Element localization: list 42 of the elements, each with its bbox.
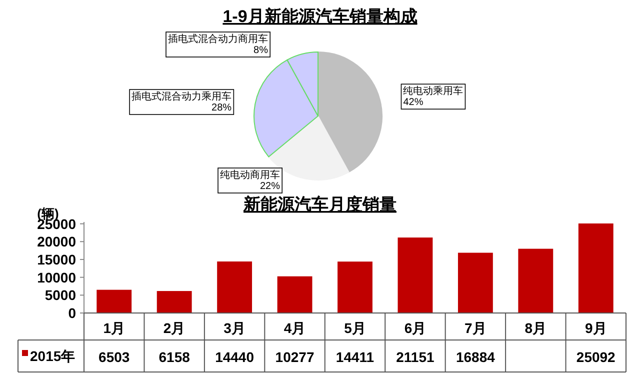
y-tick-label: 0 [68,305,76,321]
data-label: 28% [212,102,232,114]
data-label: 25092 [576,349,616,365]
y-tick-label: 10000 [37,269,76,286]
x-tick-label: 9月 [584,320,607,336]
slice-label: 插电式混合动力商用车 [168,33,268,45]
x-tick-label: 2月 [163,320,186,336]
data-label: 14411 [336,349,374,365]
y-tick-label: 20000 [37,234,76,250]
bar [578,223,614,313]
data-label: 6158 [158,349,190,365]
slice-label: 纯电动商用车 [220,169,280,181]
slice-label: 纯电动乘用车 [403,85,464,98]
data-label: 14440 [215,349,254,365]
bar [156,291,192,313]
bar [458,252,493,313]
bar [398,238,433,313]
bar [217,261,252,313]
bar [518,248,554,313]
data-label: 42% [403,97,424,108]
data-label: 8% [254,45,268,56]
chart-title: 新能源汽车月度销量 [242,195,396,214]
x-tick-label: 4月 [284,320,306,336]
legend-label: 2015年 [30,348,76,364]
data-label: 10277 [275,349,314,365]
slice-label: 插电式混合动力乘用车 [132,90,232,103]
y-tick-label: 15000 [37,251,76,268]
x-tick-label: 7月 [464,320,486,336]
data-label: 6503 [98,349,130,365]
bar [96,290,132,313]
x-tick-label: 8月 [524,320,547,336]
chart-title: 1-9月新能源汽车销量构成 [222,7,418,26]
data-label: 22% [260,181,280,192]
data-label: 21151 [396,349,435,365]
data-label: 16884 [456,349,496,365]
bar [277,276,312,313]
x-tick-label: 1月 [103,320,126,336]
x-tick-label: 5月 [344,320,366,336]
bar [338,262,372,313]
x-tick-label: 3月 [224,320,246,336]
y-tick-label: 5000 [44,287,76,304]
x-tick-label: 6月 [404,320,426,336]
